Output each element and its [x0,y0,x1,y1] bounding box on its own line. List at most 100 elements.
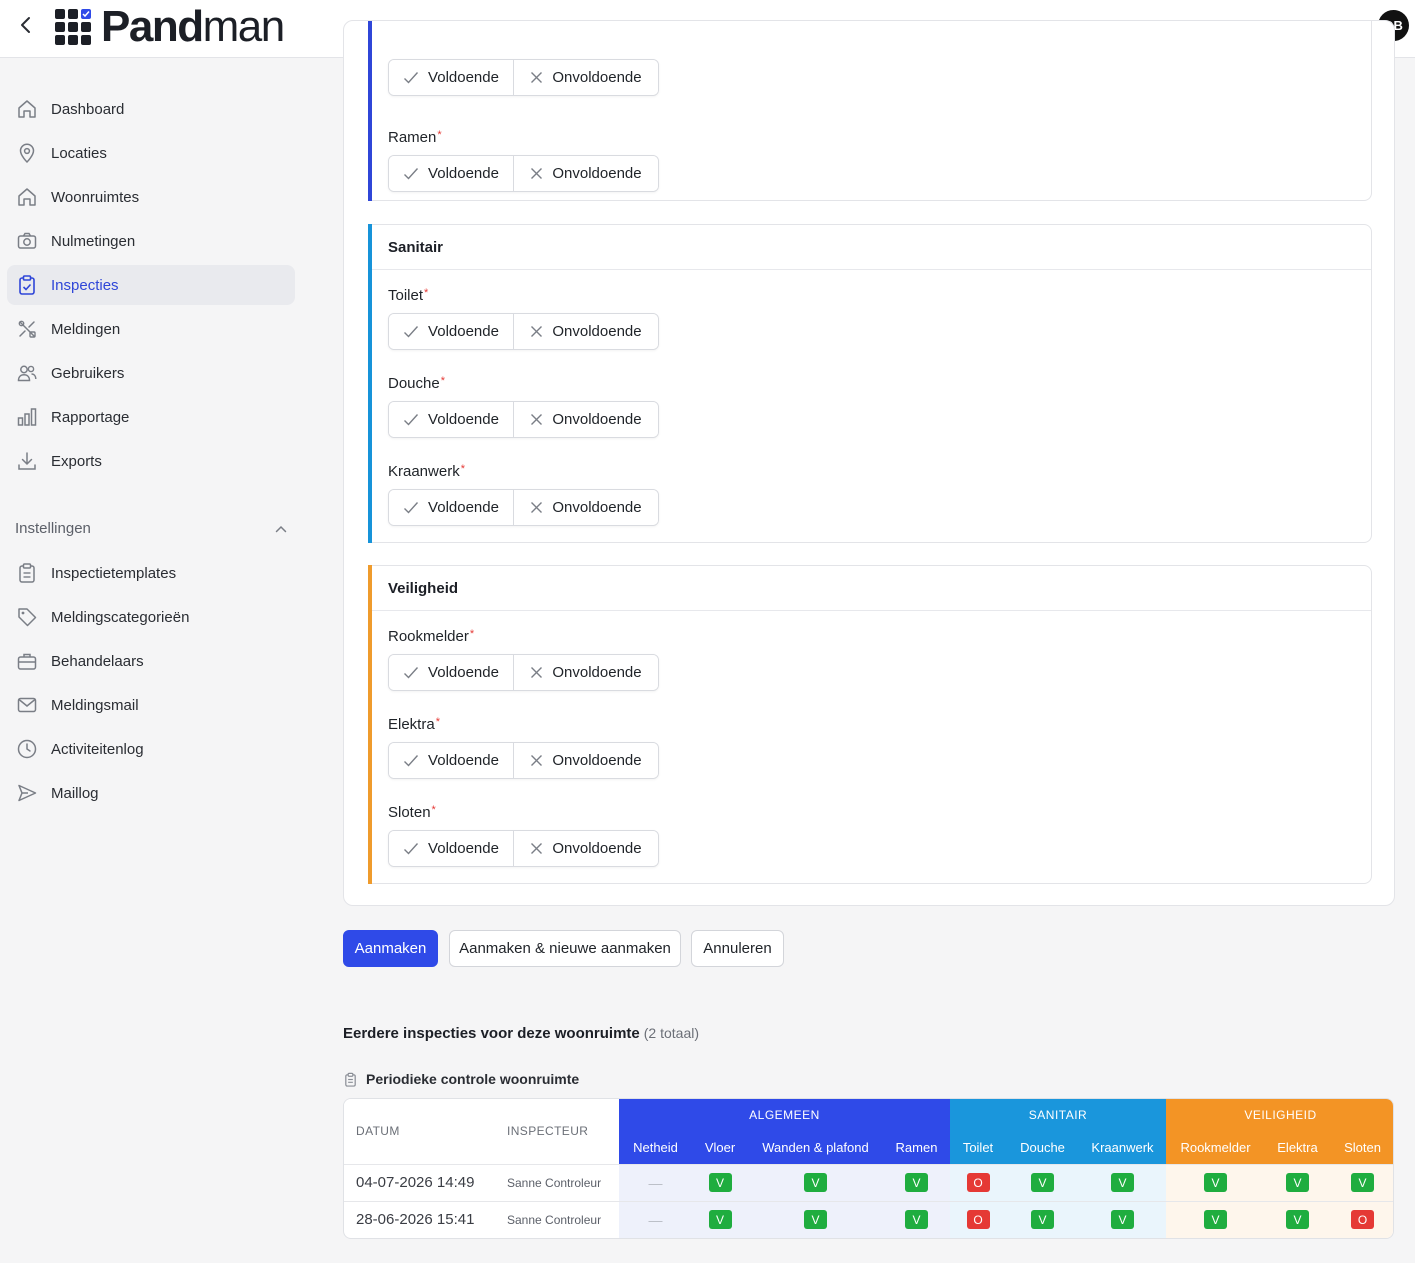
inspector-name: Sanne Controleur [495,1163,619,1201]
section-veiligheid: Veiligheid Rookmelder* Voldoende Onvoldoend… [368,565,1372,884]
back-button[interactable] [14,13,38,37]
table-row[interactable]: 04-07-2026 14:49 Sanne Controleur — V V V O V V V… [344,1163,1393,1201]
sidebar-item-inspecties[interactable]: Inspecties [7,265,295,305]
pass-option[interactable]: Voldoende [389,490,514,525]
result-cell: V [1330,1163,1393,1201]
sidebar-item-woonruimtes[interactable]: Woonruimtes [7,177,295,217]
inspector-name: Sanne Controleur [495,1200,619,1238]
close-icon [531,502,543,513]
create-and-new-button[interactable]: Aanmaken & nieuwe aanmaken [449,930,681,967]
sidebar-item-label: Maillog [51,784,99,802]
table-row[interactable]: 28-06-2026 15:41 Sanne Controleur — V V V O V V V… [344,1200,1393,1238]
download-icon [16,450,38,472]
pass-option[interactable]: Voldoende [389,655,514,690]
result-cell: V [1079,1200,1166,1238]
sidebar-item-meldingscategorieen[interactable]: Meldingscategorieën [7,597,295,637]
result-cell: O [950,1200,1006,1238]
sidebar-item-inspectietemplates[interactable]: Inspectietemplates [7,553,295,593]
check-icon [404,501,419,514]
sidebar-item-label: Rapportage [51,408,130,426]
column-header-inspector: INSPECTEUR [495,1099,619,1164]
assessment-field: Rookmelder* Voldoende Onvoldoende [388,628,659,691]
fail-option[interactable]: Onvoldoende [514,60,658,95]
group-header-sanitair: SANITAIR [950,1099,1166,1131]
send-icon [16,782,38,804]
sidebar-item-gebruikers[interactable]: Gebruikers [7,353,295,393]
section-algemeen: Voldoende Onvoldoende Ramen* Voldoende Onvol… [368,21,1372,201]
check-icon [404,666,419,679]
settings-section-toggle[interactable]: Instellingen [15,520,287,537]
group-header-veiligheid: VEILIGHEID [1166,1099,1393,1131]
inspection-form-card: Voldoende Onvoldoende Ramen* Voldoende Onvol… [343,20,1395,906]
pass-option[interactable]: Voldoende [389,60,514,95]
cancel-button[interactable]: Annuleren [691,930,784,967]
column-header-elektra: Elektra [1265,1131,1330,1164]
sidebar-item-label: Woonruimtes [51,188,140,206]
sidebar-item-maillog[interactable]: Maillog [7,773,295,813]
sidebar-item-label: Nulmetingen [51,232,136,250]
pass-badge: V [1286,1173,1309,1192]
clipboard-check-icon [16,274,38,296]
pass-option[interactable]: Voldoende [389,743,514,778]
sidebar-item-meldingen[interactable]: Meldingen [7,309,295,349]
inspection-date: 28-06-2026 15:41 [344,1200,495,1238]
sidebar-item-dashboard[interactable]: Dashboard [7,89,295,129]
template-name: Periodieke controle woonruimte [343,1071,579,1087]
sidebar-item-exports[interactable]: Exports [7,441,295,481]
assessment-field: Kraanwerk* Voldoende Onvoldoende [388,463,659,526]
chevron-up-icon [275,520,287,537]
check-icon [404,325,419,338]
column-header-sloten: Sloten [1330,1131,1393,1164]
result-cell: V [1006,1200,1079,1238]
pass-badge: V [708,1173,732,1192]
check-icon [404,842,419,855]
section-color-bar [368,21,372,201]
tag-icon [16,606,38,628]
fail-option[interactable]: Onvoldoende [514,743,658,778]
result-cell: — [619,1163,692,1201]
logo-grid-icon [55,9,91,45]
column-header-netheid: Netheid [619,1131,692,1164]
group-header-algemeen: ALGEMEEN [619,1099,950,1131]
assessment-field: Toilet* Voldoende Onvoldoende [388,287,659,350]
pass-option[interactable]: Voldoende [389,156,514,191]
create-button[interactable]: Aanmaken [343,930,438,967]
fail-option[interactable]: Onvoldoende [514,314,658,349]
sidebar-item-activiteitenlog[interactable]: Activiteitenlog [7,729,295,769]
result-cell: V [748,1200,883,1238]
result-cell: V [748,1163,883,1201]
pass-option[interactable]: Voldoende [389,831,514,866]
check-icon [404,413,419,426]
fail-option[interactable]: Onvoldoende [514,655,658,690]
app-logo[interactable]: Pandman [55,5,285,49]
fail-option[interactable]: Onvoldoende [514,402,658,437]
close-icon [531,326,543,337]
pass-badge: V [804,1210,827,1230]
clipboard-icon [343,1072,358,1087]
pass-badge: V [1204,1210,1227,1230]
sidebar-item-behandelaars[interactable]: Behandelaars [7,641,295,681]
sidebar-item-rapportage[interactable]: Rapportage [7,397,295,437]
fail-option[interactable]: Onvoldoende [514,490,658,525]
result-cell: V [1265,1163,1330,1201]
sidebar: Dashboard Locaties Woonruimtes Nulmetingen I… [0,58,305,1263]
pass-option[interactable]: Voldoende [389,402,514,437]
close-icon [531,414,543,425]
pass-fail-toggle: Voldoende Onvoldoende [388,313,659,350]
pass-badge: V [1031,1210,1054,1230]
sidebar-item-nulmetingen[interactable]: Nulmetingen [7,221,295,261]
field-label: Toilet* [388,287,429,304]
section-sanitair: Sanitair Toilet* Voldoende Onvoldoende Douch… [368,224,1372,543]
fail-option[interactable]: Onvoldoende [514,831,658,866]
users-icon [16,362,38,384]
check-icon [404,754,419,767]
required-marker: * [460,463,465,475]
sidebar-item-locaties[interactable]: Locaties [7,133,295,173]
fail-option[interactable]: Onvoldoende [514,156,658,191]
pass-option[interactable]: Voldoende [389,314,514,349]
column-header-ramen: Ramen [883,1131,950,1164]
column-header-toilet: Toilet [950,1131,1006,1164]
sidebar-item-meldingsmail[interactable]: Meldingsmail [7,685,295,725]
pass-fail-toggle: Voldoende Onvoldoende [388,830,659,867]
fail-badge: O [966,1210,990,1230]
